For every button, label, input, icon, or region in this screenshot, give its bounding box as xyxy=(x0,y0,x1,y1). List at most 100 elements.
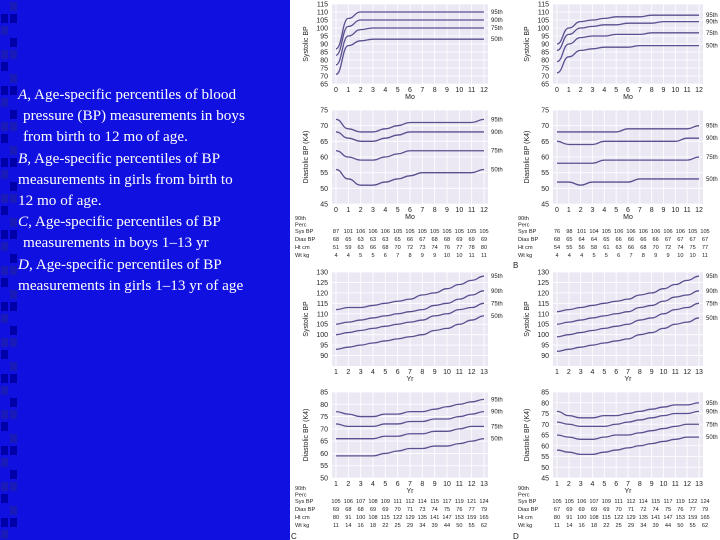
table-cell: 68 xyxy=(358,507,364,513)
series-line-90th xyxy=(335,131,484,142)
series-label: 90th xyxy=(491,130,503,136)
table-cell: 68 xyxy=(444,237,450,243)
bg-square xyxy=(1,350,8,359)
table-cell: 77 xyxy=(469,507,475,513)
table-cell: 44 xyxy=(665,523,671,529)
bg-square xyxy=(10,518,17,527)
x-tick-label: 2 xyxy=(359,207,363,214)
table-header: 90th xyxy=(295,486,306,492)
table-cell: 54 xyxy=(554,245,560,251)
y-tick-label: 75 xyxy=(541,66,549,73)
bg-square xyxy=(10,230,17,239)
y-tick-label: 115 xyxy=(317,301,328,308)
table-cell: 111 xyxy=(393,499,402,505)
series-label: 75th xyxy=(706,155,718,161)
x-tick-label: 13 xyxy=(695,481,703,488)
series-label: 50th xyxy=(706,177,718,183)
table-cell: 69 xyxy=(579,507,585,513)
table-cell: 11 xyxy=(469,253,475,259)
bg-square xyxy=(1,374,8,383)
table-cell: 69 xyxy=(456,237,462,243)
x-tick-label: 2 xyxy=(567,481,571,488)
table-cell: 101 xyxy=(344,229,353,235)
x-tick-label: 9 xyxy=(445,87,449,94)
y-tick-label: 85 xyxy=(541,50,549,57)
y-tick-label: 50 xyxy=(541,186,549,193)
bg-square xyxy=(1,482,8,491)
table-cell: 74 xyxy=(677,245,683,251)
y-tick-label: 95 xyxy=(320,34,328,41)
x-tick-label: 1 xyxy=(555,481,559,488)
table-cell: 117 xyxy=(443,499,452,505)
bg-square xyxy=(1,266,8,275)
table-cell: 105 xyxy=(405,229,414,235)
series-line-75th xyxy=(556,32,699,63)
table-cell: 63 xyxy=(616,245,622,251)
caption-line-5: measurements in girls from birth to xyxy=(18,170,233,188)
series-line-95th xyxy=(335,118,485,133)
y-tick-label: 65 xyxy=(320,139,328,146)
y-tick-label: 70 xyxy=(320,74,328,81)
table-cell: 62 xyxy=(481,523,487,529)
table-cell: 73 xyxy=(419,507,425,513)
bg-square xyxy=(1,278,8,287)
x-tick-label: 12 xyxy=(468,481,476,488)
table-cell: 114 xyxy=(418,499,427,505)
x-tick-label: 8 xyxy=(420,369,424,376)
table-cell: 10 xyxy=(444,253,450,259)
table-cell: 68 xyxy=(382,245,388,251)
y-tick-label: 105 xyxy=(537,322,549,329)
table-cell: 165 xyxy=(700,515,709,521)
table-cell: 9 xyxy=(666,253,669,259)
y-tick-label: 70 xyxy=(320,426,328,433)
table-cell: 105 xyxy=(479,229,488,235)
y-tick-label: 80 xyxy=(320,58,328,65)
x-tick-label: 6 xyxy=(614,481,618,488)
table-cell: 4 xyxy=(555,253,558,259)
table-row-label: Wt kg xyxy=(295,253,309,259)
table-cell: 75 xyxy=(444,507,450,513)
bg-square xyxy=(1,242,8,251)
table-cell: 58 xyxy=(591,245,597,251)
bg-square xyxy=(1,98,8,107)
table-cell: 50 xyxy=(677,523,683,529)
bg-square xyxy=(10,50,17,59)
bg-square xyxy=(10,362,17,371)
table-cell: 68 xyxy=(333,237,339,243)
table-cell: 4 xyxy=(568,253,571,259)
table-cell: 105 xyxy=(552,499,561,505)
x-tick-label: 4 xyxy=(591,369,595,376)
table-row-label: Dias BP xyxy=(518,237,538,243)
table-cell: 55 xyxy=(690,523,696,529)
table-cell: 105 xyxy=(442,229,451,235)
bg-square xyxy=(1,518,8,527)
bg-square xyxy=(10,38,17,47)
series-label: 95th xyxy=(706,274,718,280)
table-cell: 129 xyxy=(405,515,414,521)
y-tick-label: 60 xyxy=(320,155,328,162)
table-cell: 100 xyxy=(356,515,365,521)
table-header: Perc xyxy=(518,223,530,229)
table-cell: 105 xyxy=(700,229,709,235)
x-tick-label: 8 xyxy=(638,369,642,376)
x-tick-label: 3 xyxy=(359,369,363,376)
y-tick-label: 100 xyxy=(537,332,549,339)
table-cell: 63 xyxy=(382,237,388,243)
table-cell: 55 xyxy=(566,245,572,251)
series-line-50th xyxy=(336,438,485,457)
series-label: 75th xyxy=(491,149,503,155)
table-cell: 50 xyxy=(456,523,462,529)
bg-square xyxy=(1,458,8,467)
table-cell: 165 xyxy=(479,515,488,521)
table-cell: 121 xyxy=(467,499,476,505)
series-line-50th xyxy=(557,178,699,186)
table-cell: 105 xyxy=(331,499,340,505)
table-cell: 106 xyxy=(626,229,635,235)
table-cell: 69 xyxy=(370,507,376,513)
table-cell: 68 xyxy=(432,237,438,243)
x-tick-label: 4 xyxy=(602,87,606,94)
